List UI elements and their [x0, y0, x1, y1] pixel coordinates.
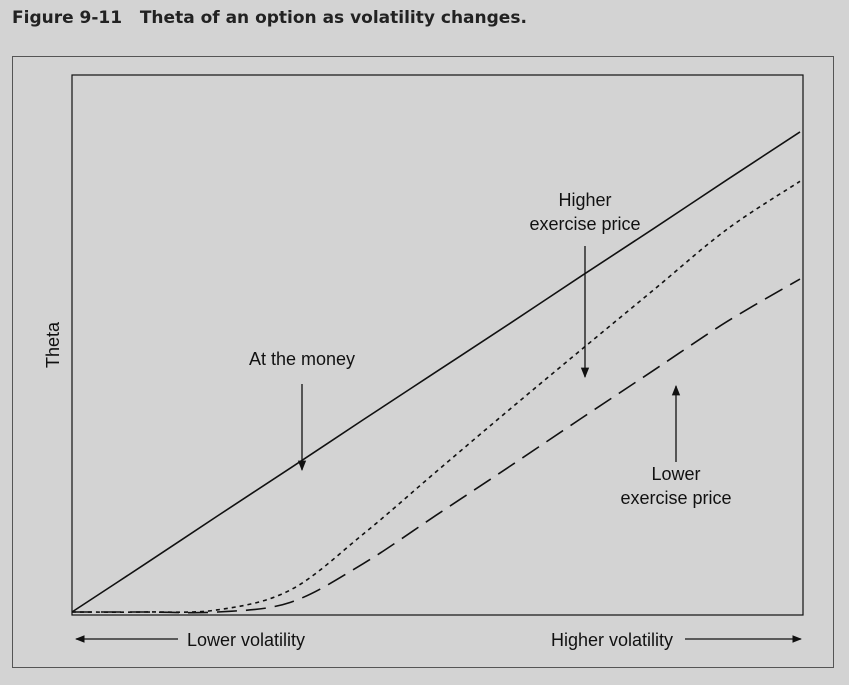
figure-frame: [12, 56, 834, 668]
series-at-the-money: [71, 131, 801, 613]
annotation-label-lower-exercise-price: Lower: [651, 464, 700, 484]
x-axis-label-right: Higher volatility: [551, 630, 673, 650]
annotation-label-lower-exercise-price: exercise price: [620, 488, 731, 508]
annotation-higher-exercise-price: Higher exercise price: [529, 190, 641, 379]
plot-area: [71, 74, 804, 616]
series-lower-exercise-price: [72, 278, 801, 614]
x-axis-label-left: Lower volatility: [187, 630, 305, 650]
annotation-label-at-the-money: At the money: [249, 349, 355, 369]
annotation-lower-exercise-price: Lower exercise price: [620, 384, 732, 508]
annotation-at-the-money: At the money: [249, 349, 355, 472]
y-axis-label: Theta: [43, 321, 63, 368]
figure-caption: Figure 9-11 Theta of an option as volati…: [12, 8, 527, 28]
annotation-label-higher-exercise-price: exercise price: [529, 214, 640, 234]
annotation-label-higher-exercise-price: Higher: [558, 190, 611, 210]
series-higher-exercise-price: [71, 180, 801, 613]
